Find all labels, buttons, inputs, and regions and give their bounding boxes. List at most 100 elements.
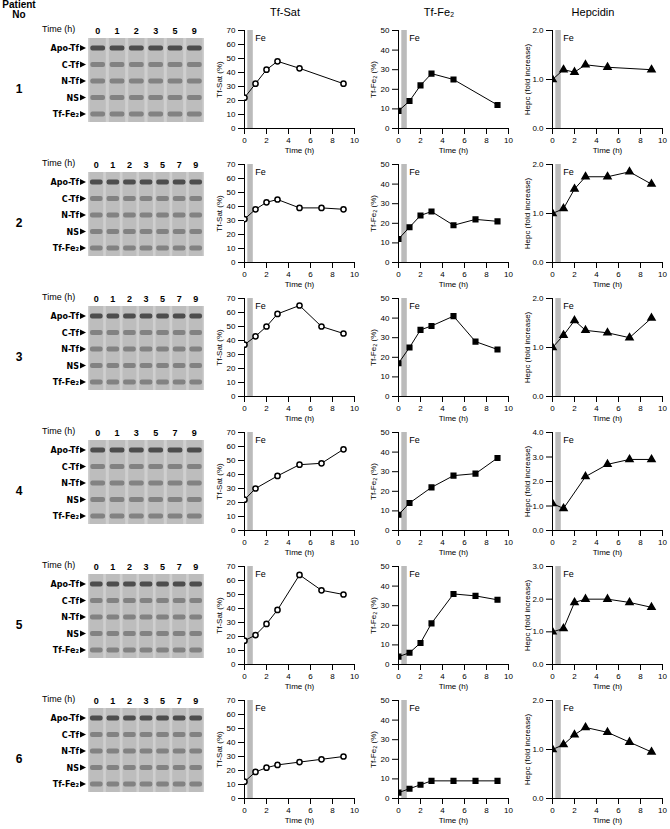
svg-text:Fe: Fe xyxy=(255,301,266,311)
svg-text:40: 40 xyxy=(227,738,236,747)
svg-text:2: 2 xyxy=(572,806,577,815)
svg-text:Tf-Sat (%): Tf-Sat (%) xyxy=(215,61,224,98)
svg-text:50: 50 xyxy=(381,294,390,303)
svg-text:Time (h): Time (h) xyxy=(285,682,315,691)
svg-text:N-Tf: N-Tf xyxy=(61,77,79,86)
svg-text:5: 5 xyxy=(160,696,165,706)
svg-text:2: 2 xyxy=(418,672,423,681)
svg-text:2: 2 xyxy=(134,26,139,36)
svg-text:0: 0 xyxy=(231,124,236,133)
svg-text:0: 0 xyxy=(95,26,100,36)
svg-text:30: 30 xyxy=(381,199,390,208)
svg-text:Tf-Sat (%): Tf-Sat (%) xyxy=(215,195,224,232)
svg-text:5: 5 xyxy=(160,294,165,304)
svg-text:30: 30 xyxy=(381,333,390,342)
svg-text:Time (h): Time (h) xyxy=(439,280,469,289)
svg-text:8: 8 xyxy=(330,404,335,413)
svg-text:Time (h): Time (h) xyxy=(285,548,315,557)
svg-text:0: 0 xyxy=(95,428,100,438)
svg-text:Fe: Fe xyxy=(409,569,420,579)
svg-text:5: 5 xyxy=(172,26,177,36)
svg-text:Time (h): Time (h) xyxy=(593,146,623,155)
svg-text:40: 40 xyxy=(381,716,390,725)
svg-text:20: 20 xyxy=(227,632,236,641)
svg-text:30: 30 xyxy=(381,65,390,74)
svg-text:Tf-Fe₂: Tf-Fe₂ xyxy=(53,244,80,253)
svg-text:2: 2 xyxy=(572,538,577,547)
svg-text:Time (h): Time (h) xyxy=(42,694,75,704)
svg-text:1.0: 1.0 xyxy=(532,745,544,754)
svg-text:20: 20 xyxy=(381,755,390,764)
svg-text:5: 5 xyxy=(160,562,165,572)
svg-text:0: 0 xyxy=(396,404,401,413)
svg-text:Tf-Fe₂: Tf-Fe₂ xyxy=(53,378,80,387)
svg-text:4: 4 xyxy=(440,270,445,279)
svg-text:10: 10 xyxy=(350,672,359,681)
svg-text:0: 0 xyxy=(94,562,99,572)
svg-text:Time (h): Time (h) xyxy=(439,146,469,155)
svg-text:50: 50 xyxy=(381,562,390,571)
svg-text:2.0: 2.0 xyxy=(532,595,544,604)
svg-text:Tf-Sat (%): Tf-Sat (%) xyxy=(215,731,224,768)
svg-text:Hepc (fold increase): Hepc (fold increase) xyxy=(523,713,532,785)
svg-text:9: 9 xyxy=(192,428,197,438)
svg-text:2: 2 xyxy=(418,404,423,413)
svg-text:9: 9 xyxy=(193,696,198,706)
svg-text:2.0: 2.0 xyxy=(532,160,544,169)
svg-text:5: 5 xyxy=(160,160,165,170)
svg-text:40: 40 xyxy=(227,470,236,479)
svg-text:N-Tf: N-Tf xyxy=(61,747,79,756)
svg-text:40: 40 xyxy=(381,46,390,55)
svg-text:8: 8 xyxy=(484,806,489,815)
svg-text:3: 3 xyxy=(143,562,148,572)
svg-text:10: 10 xyxy=(504,270,513,279)
svg-text:Time (h): Time (h) xyxy=(593,682,623,691)
svg-text:0: 0 xyxy=(242,136,247,145)
svg-text:Time (h): Time (h) xyxy=(439,414,469,423)
svg-text:70: 70 xyxy=(227,428,236,437)
svg-text:8: 8 xyxy=(638,806,643,815)
svg-text:4: 4 xyxy=(440,404,445,413)
svg-text:8: 8 xyxy=(330,806,335,815)
svg-text:0: 0 xyxy=(242,672,247,681)
svg-text:70: 70 xyxy=(227,696,236,705)
svg-text:9: 9 xyxy=(193,294,198,304)
svg-text:4: 4 xyxy=(594,672,599,681)
svg-text:0: 0 xyxy=(396,672,401,681)
svg-text:6: 6 xyxy=(308,672,313,681)
svg-text:4.0: 4.0 xyxy=(532,428,544,437)
svg-text:6: 6 xyxy=(616,270,621,279)
svg-text:10: 10 xyxy=(350,538,359,547)
svg-text:10: 10 xyxy=(350,404,359,413)
svg-text:Apo-Tf: Apo-Tf xyxy=(51,446,80,455)
svg-text:2: 2 xyxy=(264,136,269,145)
svg-text:40: 40 xyxy=(381,448,390,457)
svg-text:Tf-Sat (%): Tf-Sat (%) xyxy=(215,329,224,366)
svg-text:0: 0 xyxy=(385,392,390,401)
svg-text:C-Tf: C-Tf xyxy=(62,195,80,204)
svg-text:Tf-Fe₂ (%): Tf-Fe₂ (%) xyxy=(369,731,378,768)
svg-text:2: 2 xyxy=(572,672,577,681)
svg-text:0: 0 xyxy=(231,258,236,267)
svg-text:2: 2 xyxy=(127,562,132,572)
svg-text:3.0: 3.0 xyxy=(532,453,544,462)
svg-text:Apo-Tf: Apo-Tf xyxy=(51,580,80,589)
svg-text:50: 50 xyxy=(381,428,390,437)
svg-text:N-Tf: N-Tf xyxy=(61,479,79,488)
svg-text:20: 20 xyxy=(381,621,390,630)
svg-text:1.0: 1.0 xyxy=(532,343,544,352)
svg-text:4: 4 xyxy=(594,136,599,145)
svg-text:1.0: 1.0 xyxy=(532,209,544,218)
svg-text:8: 8 xyxy=(484,270,489,279)
svg-text:NS: NS xyxy=(67,228,80,237)
svg-text:1: 1 xyxy=(110,160,115,170)
svg-text:3: 3 xyxy=(134,428,139,438)
svg-text:6: 6 xyxy=(616,136,621,145)
svg-text:0: 0 xyxy=(550,404,555,413)
svg-text:20: 20 xyxy=(381,219,390,228)
svg-text:Tf-Fe₂: Tf-Fe₂ xyxy=(53,646,80,655)
svg-text:3: 3 xyxy=(143,160,148,170)
svg-text:4: 4 xyxy=(440,538,445,547)
svg-text:Fe: Fe xyxy=(255,435,266,445)
svg-text:2: 2 xyxy=(418,538,423,547)
